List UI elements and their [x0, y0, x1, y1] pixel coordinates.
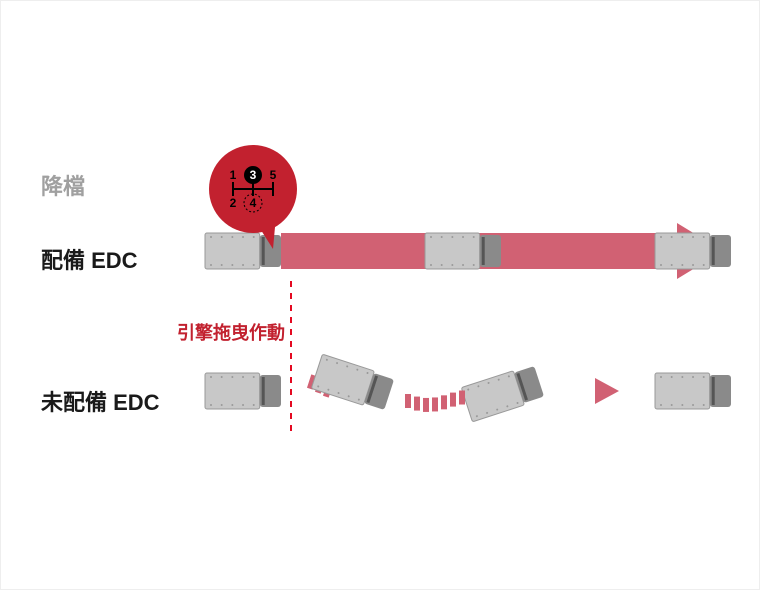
- gear-number: 4: [250, 196, 257, 210]
- truck-icon: [655, 373, 731, 409]
- small-arrow: [595, 378, 619, 404]
- truck-icon: [461, 364, 544, 422]
- truck-icon: [655, 233, 731, 269]
- skid-mark: [432, 397, 438, 411]
- truck-icon: [205, 373, 281, 409]
- skid-mark: [450, 393, 456, 407]
- truck-icon: [311, 354, 394, 412]
- diagram-stage: 135 24: [1, 1, 760, 591]
- gear-number: 1: [230, 168, 237, 182]
- gear-number: 3: [250, 168, 257, 182]
- skid-mark: [414, 397, 420, 411]
- skid-mark: [423, 398, 429, 412]
- gear-number: 2: [230, 196, 237, 210]
- skid-mark: [459, 391, 465, 405]
- truck-icon: [425, 233, 501, 269]
- skid-mark: [405, 394, 411, 408]
- skid-mark: [441, 395, 447, 409]
- gear-number: 5: [270, 168, 277, 182]
